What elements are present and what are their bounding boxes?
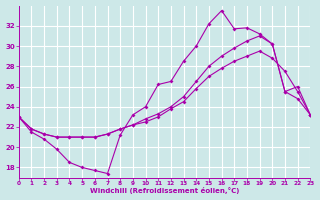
X-axis label: Windchill (Refroidissement éolien,°C): Windchill (Refroidissement éolien,°C) bbox=[90, 187, 239, 194]
